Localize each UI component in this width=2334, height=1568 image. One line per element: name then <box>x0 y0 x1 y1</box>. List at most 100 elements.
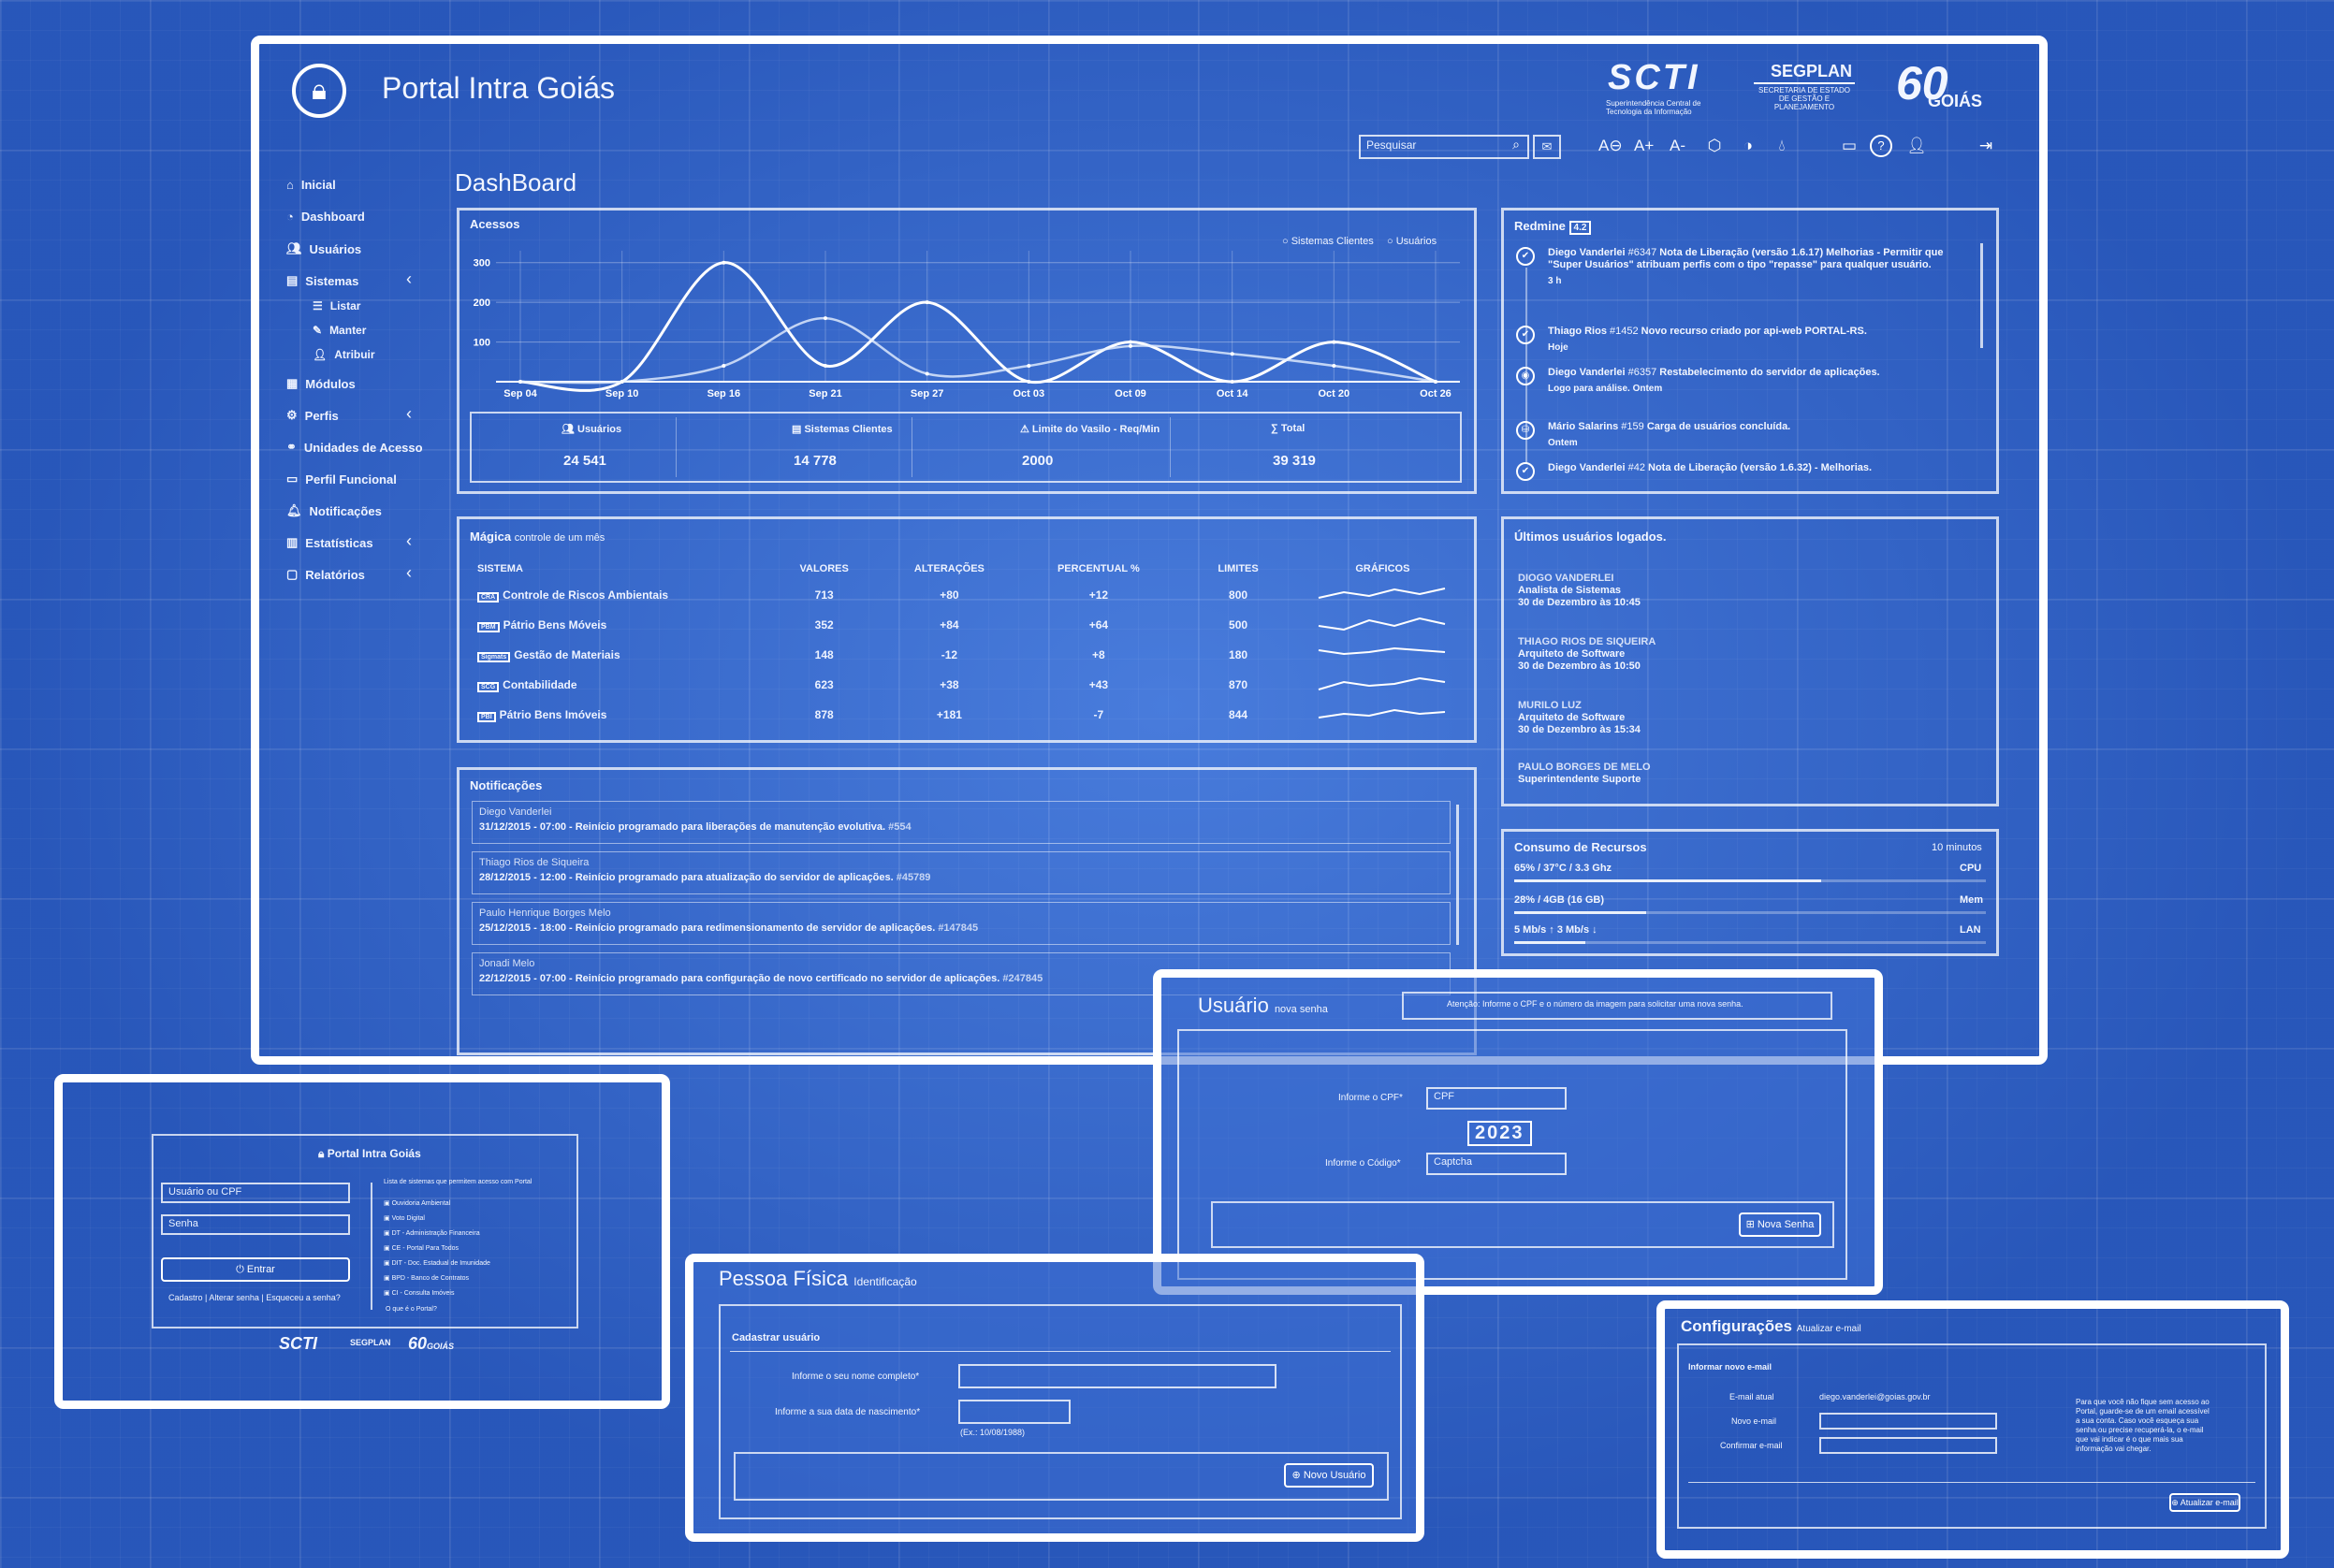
notifications-scrollbar[interactable] <box>1456 805 1459 945</box>
drop-icon[interactable]: 💧︎ <box>1778 137 1786 154</box>
login-system-item[interactable]: ▣ CI - Consulta Imóveis <box>384 1289 454 1297</box>
cpf-input[interactable]: CPF <box>1426 1087 1567 1110</box>
goias-logo: GOIÁS <box>1928 92 1983 110</box>
new-email-input[interactable] <box>1819 1413 1997 1430</box>
email-button[interactable]: ✉ <box>1533 135 1561 159</box>
login-system-item[interactable]: ▣ DIT - Doc. Estadual de Imunidade <box>384 1259 490 1267</box>
redmine-item[interactable]: Mário Salarins #159 Carga de usuários co… <box>1548 421 1969 449</box>
stat-label-text: Usuários <box>577 424 622 435</box>
login-system-item[interactable]: ▣ Ouvidoria Ambiental <box>384 1199 450 1207</box>
sidebar-item-m-dulos[interactable]: ▦ Módulos <box>286 376 356 391</box>
notification-message: 31/12/2015 - 07:00 - Reinício programado… <box>479 821 886 833</box>
sidebar-item-notifica-es[interactable]: 🔔︎ Notificações <box>286 503 382 518</box>
login-password-input[interactable]: Senha <box>161 1214 350 1235</box>
login-help-link[interactable]: O que é o Portal? <box>386 1306 437 1313</box>
last-user-entry[interactable]: PAULO BORGES DE MELO Superintendente Supo… <box>1518 762 1651 786</box>
redmine-author: Diego Vanderlei <box>1548 367 1626 378</box>
sidebar-item-dashboard[interactable]: ◔ Dashboard <box>286 210 365 224</box>
sidebar-item-sistemas[interactable]: ▤ Sistemas <box>286 273 358 288</box>
sidebar-item-atribuir[interactable]: 👤︎ Atribuir <box>313 348 375 361</box>
name-input[interactable] <box>958 1364 1276 1388</box>
redmine-scrollbar[interactable] <box>1980 243 1983 348</box>
notification-card[interactable] <box>472 801 1451 844</box>
logout-icon[interactable]: ⇥ <box>1978 137 1993 154</box>
system-tag: SCG <box>477 682 500 692</box>
last-user-entry[interactable]: THIAGO RIOS DE SIQUEIRA Arquiteto de Soft… <box>1518 636 1656 673</box>
birth-input[interactable] <box>958 1400 1071 1424</box>
forgot-password-link[interactable]: Esqueceu a senha? <box>266 1293 341 1302</box>
data-point <box>1332 340 1336 344</box>
table-row[interactable]: SCG Contabilidade 623 +38 +43 870 <box>468 670 1469 700</box>
sidebar-item-label: Inicial <box>300 178 336 192</box>
login-system-item[interactable]: ▣ CE - Portal Para Todos <box>384 1244 459 1252</box>
sidebar-item-relat-rios[interactable]: ▢ Relatórios <box>286 567 365 582</box>
table-row[interactable]: CRA Controle de Riscos Ambientais 713 +80 +1… <box>468 580 1469 610</box>
legend-sistemas[interactable]: ○ Sistemas Clientes <box>1282 236 1374 247</box>
login-system-item[interactable]: ▣ Voto Digital <box>384 1214 425 1222</box>
sidebar-item-perfis[interactable]: ⚙ Perfis <box>286 408 339 423</box>
search-icon[interactable]: ⌕ <box>1512 137 1520 152</box>
modules-icon: ▦ <box>286 376 299 390</box>
table-row[interactable]: PBI Pátrio Bens Imóveis 878 +181 -7 844 <box>468 700 1469 730</box>
acessos-chart: 100 200 300 Sep 04 Sep 10 Sep 16 Sep 21 Sep 27 O… <box>474 251 1460 399</box>
update-email-button[interactable]: ⊕ Atualizar e-mail <box>2169 1493 2240 1512</box>
cube-icon[interactable]: ⬡ <box>1707 137 1722 154</box>
redmine-item[interactable]: Diego Vanderlei #42 Nota de Liberação (v… <box>1548 462 1969 478</box>
legend-usuarios[interactable]: ○ Usuários <box>1387 236 1437 247</box>
table-row[interactable]: Sigmats Gestão de Materiais 148 -12 +8 180 <box>468 640 1469 670</box>
stat-label: ▤ Sistemas Clientes <box>792 423 893 435</box>
login-user-placeholder: Usuário ou CPF <box>168 1186 242 1198</box>
systems-title-text: Mágica <box>470 530 512 544</box>
sidebar-item-estat-sticas[interactable]: ▥ Estatísticas <box>286 535 373 550</box>
redmine-item[interactable]: Thiago Rios #1452 Novo recurso criado po… <box>1548 326 1969 354</box>
login-system-item[interactable]: ▣ DT - Administração Financeira <box>384 1229 480 1237</box>
system-cell: Sigmats Gestão de Materiais <box>468 640 766 670</box>
new-user-button[interactable]: ⊕ Novo Usuário <box>1284 1463 1374 1488</box>
notification-card[interactable] <box>472 851 1451 894</box>
search-input[interactable]: Pesquisar <box>1359 135 1529 159</box>
font-decrease-icon[interactable]: A- <box>1670 137 1685 154</box>
data-point <box>925 300 929 305</box>
usuario-actions-box <box>1211 1201 1834 1248</box>
login-enter-button[interactable]: ⏻ Entrar <box>161 1257 350 1282</box>
sidebar-item-perfil-funcional[interactable]: ▭ Perfil Funcional <box>286 472 397 486</box>
sidebar-item-manter[interactable]: ✎ Manter <box>313 324 366 337</box>
sidebar-item-usu-rios[interactable]: 👥︎ Usuários <box>286 241 361 256</box>
sidebar-item-unidades-de-acesso[interactable]: ⚭ Unidades de Acesso <box>286 440 423 455</box>
login-goias-text: GOIÁS <box>427 1342 455 1351</box>
resource-fill <box>1514 879 1821 882</box>
last-user-entry[interactable]: DIOGO VANDERLEI Analista de Sistemas 30 de… <box>1518 573 1641 609</box>
system-cell: CRA Controle de Riscos Ambientais <box>468 580 766 610</box>
redmine-author: Diego Vanderlei <box>1548 247 1626 258</box>
resource-label: 28% / 4GB (16 GB) <box>1514 894 1604 906</box>
contrast-icon[interactable]: ◑ <box>1743 137 1754 154</box>
new-password-button[interactable]: ⊞ Nova Senha <box>1739 1212 1821 1237</box>
cell-limites: 844 <box>1229 708 1248 721</box>
redmine-item[interactable]: Diego Vanderlei #6357 Restabelecimento d… <box>1548 367 1969 395</box>
login-user-input[interactable]: Usuário ou CPF <box>161 1183 350 1203</box>
last-user-name: DIOGO VANDERLEI <box>1518 573 1614 584</box>
sidebar-item-inicial[interactable]: ⌂ Inicial <box>286 178 336 192</box>
monitor-icon[interactable]: ▭ <box>1841 137 1858 154</box>
check-circle-icon: ✔ <box>1516 326 1535 344</box>
sparkline-cell <box>1296 700 1469 730</box>
user-icon[interactable]: 👤︎ <box>1906 137 1927 154</box>
x-tick-label: Oct 20 <box>1319 388 1350 399</box>
sidebar-item-listar[interactable]: ☰ Listar <box>313 299 360 312</box>
login-system-item[interactable]: ▣ BPD - Banco de Contratos <box>384 1274 469 1282</box>
notification-card[interactable] <box>472 902 1451 945</box>
column-header: GRÁFICOS <box>1355 563 1410 574</box>
code-input[interactable]: Captcha <box>1426 1153 1567 1175</box>
sidebar-item-label: Relatórios <box>305 567 365 582</box>
register-link[interactable]: Cadastro <box>168 1293 203 1302</box>
table-row[interactable]: PBM Pátrio Bens Móveis 352 +84 +64 500 <box>468 610 1469 640</box>
stat-label: ⚠ Limite do Vasilo - Req/Min <box>1020 423 1160 435</box>
font-reset-icon[interactable]: A⊖ <box>1598 137 1623 154</box>
systems-subtitle: controle de um mês <box>514 532 605 544</box>
last-user-entry[interactable]: MURILO LUZ Arquiteto de Software 30 de Dez… <box>1518 700 1641 736</box>
redmine-item[interactable]: Diego Vanderlei #6347 Nota de Liberação … <box>1548 247 1969 287</box>
confirm-email-input[interactable] <box>1819 1437 1997 1454</box>
change-password-link[interactable]: Alterar senha <box>209 1293 259 1302</box>
font-increase-icon[interactable]: A+ <box>1634 137 1655 154</box>
help-icon[interactable]: ? <box>1870 135 1892 157</box>
